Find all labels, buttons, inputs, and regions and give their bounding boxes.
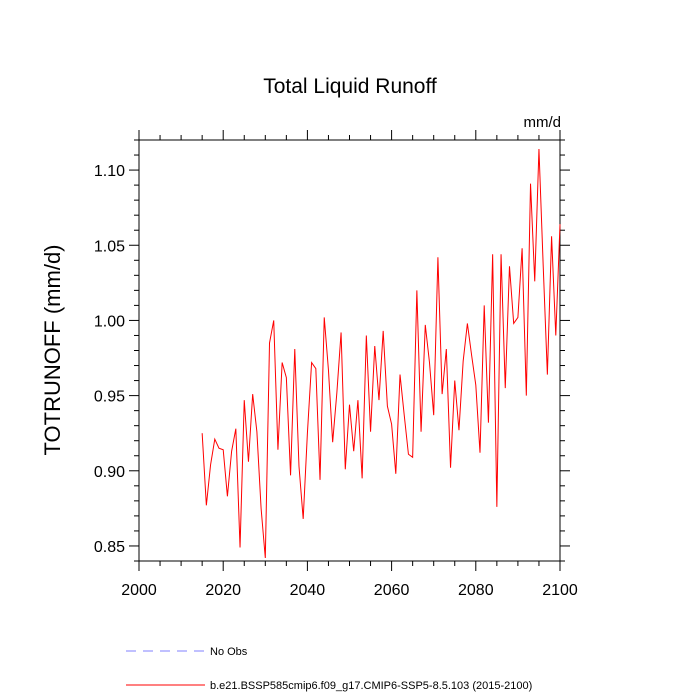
units-label: mm/d	[524, 114, 562, 131]
axis-ticks	[129, 130, 570, 571]
x-tick-label: 2020	[205, 582, 241, 599]
legend-label-ssp585: b.e21.BSSP585cmip6.f09_g17.CMIP6-SSP5-8.…	[210, 680, 532, 692]
y-tick-label: 0.85	[94, 539, 125, 556]
x-tick-label: 2060	[374, 582, 410, 599]
y-tick-label: 1.05	[94, 238, 125, 255]
y-tick-label: 0.95	[94, 389, 125, 406]
chart-title: Total Liquid Runoff	[263, 75, 437, 98]
y-tick-label: 1.00	[94, 313, 125, 330]
tick-labels: 2000 2020 2040 2060 2080 2100 0.85 0.90 0.95 1.00…	[94, 163, 578, 599]
legend: No Obs b.e21.BSSP585cmip6.f09_g17.CMIP6-…	[126, 646, 532, 692]
y-tick-label: 1.10	[94, 163, 125, 180]
x-tick-label: 2040	[290, 582, 326, 599]
x-tick-label: 2100	[542, 582, 578, 599]
x-tick-label: 2080	[458, 582, 494, 599]
y-axis-label: TOTRUNOFF (mm/d)	[40, 244, 65, 455]
legend-label-no-obs: No Obs	[210, 646, 248, 658]
x-tick-label: 2000	[121, 582, 157, 599]
series-line-ssp585	[201, 149, 561, 559]
y-tick-label: 0.90	[94, 464, 125, 481]
